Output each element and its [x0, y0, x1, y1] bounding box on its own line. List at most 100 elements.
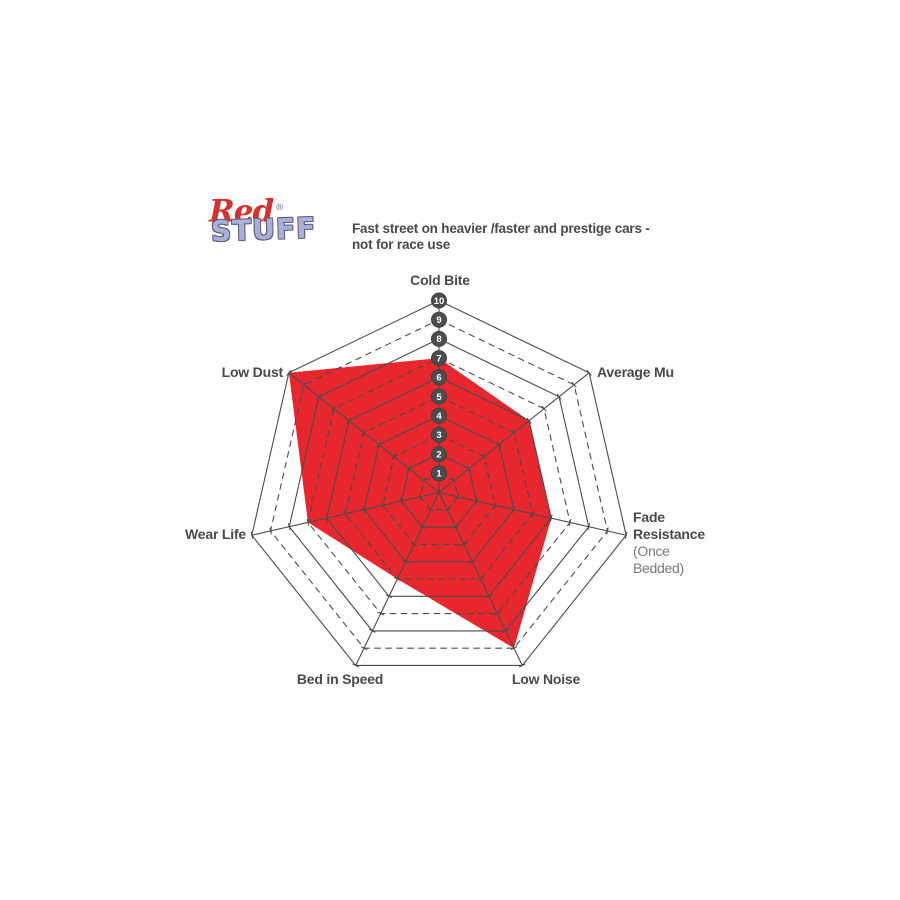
grid-ring-3 — [382, 434, 496, 545]
axis-tick — [346, 417, 352, 424]
scale-badge — [430, 407, 447, 424]
axis-tick — [418, 525, 426, 530]
axis-tick — [385, 594, 393, 599]
axis-tick — [443, 507, 451, 512]
axis-tick — [556, 393, 562, 400]
axis-tick — [391, 453, 397, 460]
axis-tick — [381, 501, 385, 509]
axis-tick — [568, 518, 572, 526]
registered-mark-icon: ® — [275, 203, 284, 213]
axis-tick — [250, 531, 254, 539]
scale-badge — [430, 446, 447, 463]
axis-tick — [402, 559, 410, 564]
scale-badge — [430, 388, 447, 405]
axis-tick — [502, 628, 510, 633]
grid-ring-2 — [400, 453, 478, 528]
axis-tick — [316, 393, 322, 400]
axis-tick — [344, 510, 347, 518]
data-polygon — [288, 358, 552, 649]
axis-tick — [421, 477, 427, 484]
axis-tick — [287, 523, 291, 531]
scale-badge — [430, 311, 447, 328]
axis-tick — [475, 497, 478, 505]
scale-badge-number: 3 — [436, 430, 441, 441]
axis-tick — [331, 405, 337, 412]
logo-word-red: Red ® — [209, 194, 329, 227]
axis-tick — [477, 577, 485, 581]
axis-tick — [368, 628, 376, 633]
axis-label-wear-life: Wear Life — [185, 526, 246, 542]
axis-tick — [571, 381, 577, 388]
axis-tick — [493, 611, 501, 616]
scale-badge — [430, 330, 447, 347]
axis-tick — [286, 369, 292, 376]
axis-tick — [510, 646, 518, 651]
axis-tick — [325, 514, 328, 522]
axis-label-fade-resistance-block: Fade Resistance (Once Bedded) — [633, 509, 723, 577]
axis-tick — [376, 441, 382, 448]
scale-badge-number: 1 — [436, 469, 442, 480]
axis-tick — [451, 477, 457, 484]
grid-ring-8 — [288, 338, 590, 632]
axis-tick — [393, 577, 401, 581]
scale-badge — [430, 350, 447, 367]
tagline-line2: not for race use — [352, 237, 451, 252]
grid-ring-6 — [326, 376, 552, 597]
axis-tick — [624, 531, 628, 539]
axis-tick — [468, 559, 476, 564]
axis-tick — [361, 429, 367, 436]
axis-tick — [362, 506, 366, 514]
axis-tick — [512, 506, 516, 514]
grid-ring-5 — [344, 395, 534, 580]
scale-badge-number: 10 — [434, 296, 445, 307]
redstuff-logo: Red ® STUFF — [209, 194, 329, 248]
axis-tick — [269, 527, 272, 535]
scale-badge-number: 9 — [436, 315, 441, 326]
grid-ring-9 — [269, 319, 609, 649]
axis-tick — [511, 429, 517, 436]
axis-tick — [481, 453, 487, 460]
axis-tick — [352, 663, 360, 668]
axis-tick — [485, 594, 493, 599]
scale-badge — [430, 426, 447, 443]
axis-tick — [531, 510, 534, 518]
axis-tick — [541, 405, 547, 412]
scale-badge — [430, 292, 447, 309]
grid-ring-1 — [419, 472, 459, 511]
axis-tick — [496, 441, 502, 448]
axis-tick — [400, 497, 403, 505]
scale-badge-number: 2 — [436, 449, 441, 460]
axis-tick — [360, 646, 368, 651]
axis-tick — [410, 542, 418, 547]
axis-tick — [456, 493, 459, 501]
axis-tick — [460, 542, 468, 547]
scale-badge-number: 7 — [436, 353, 441, 364]
axis-tick — [419, 493, 422, 501]
axis-tick — [586, 369, 592, 376]
grid-ring-10 — [251, 299, 627, 667]
axis-label-cold-bite: Cold Bite — [410, 272, 470, 288]
scale-badge-number: 4 — [436, 411, 442, 422]
axis-tick — [301, 381, 307, 388]
axis-tick — [493, 501, 497, 509]
scale-badge-number: 5 — [436, 392, 442, 403]
scale-badge — [430, 465, 447, 482]
tagline-line1: Fast street on heavier /faster and prest… — [352, 221, 650, 236]
scale-badge — [430, 369, 447, 386]
axis-label-bed-in-speed: Bed in Speed — [296, 671, 384, 687]
scale-badge-number: 6 — [436, 373, 441, 384]
axis-label-fade-resistance: Fade Resistance — [633, 509, 705, 542]
axis-label-average-mu: Average Mu — [597, 364, 674, 380]
logo-red-text: Red — [209, 193, 274, 230]
scale-badge-number: 8 — [436, 334, 441, 345]
axis-tick — [518, 663, 526, 668]
axis-tick — [306, 518, 310, 526]
axis-label-low-dust: Low Dust — [221, 364, 284, 380]
axis-tick — [466, 465, 472, 472]
axis-sublabel-once-bedded: (Once Bedded) — [633, 543, 684, 576]
axis-tick — [606, 527, 609, 535]
grid-ring-7 — [307, 357, 571, 615]
axis-tick — [550, 514, 553, 522]
